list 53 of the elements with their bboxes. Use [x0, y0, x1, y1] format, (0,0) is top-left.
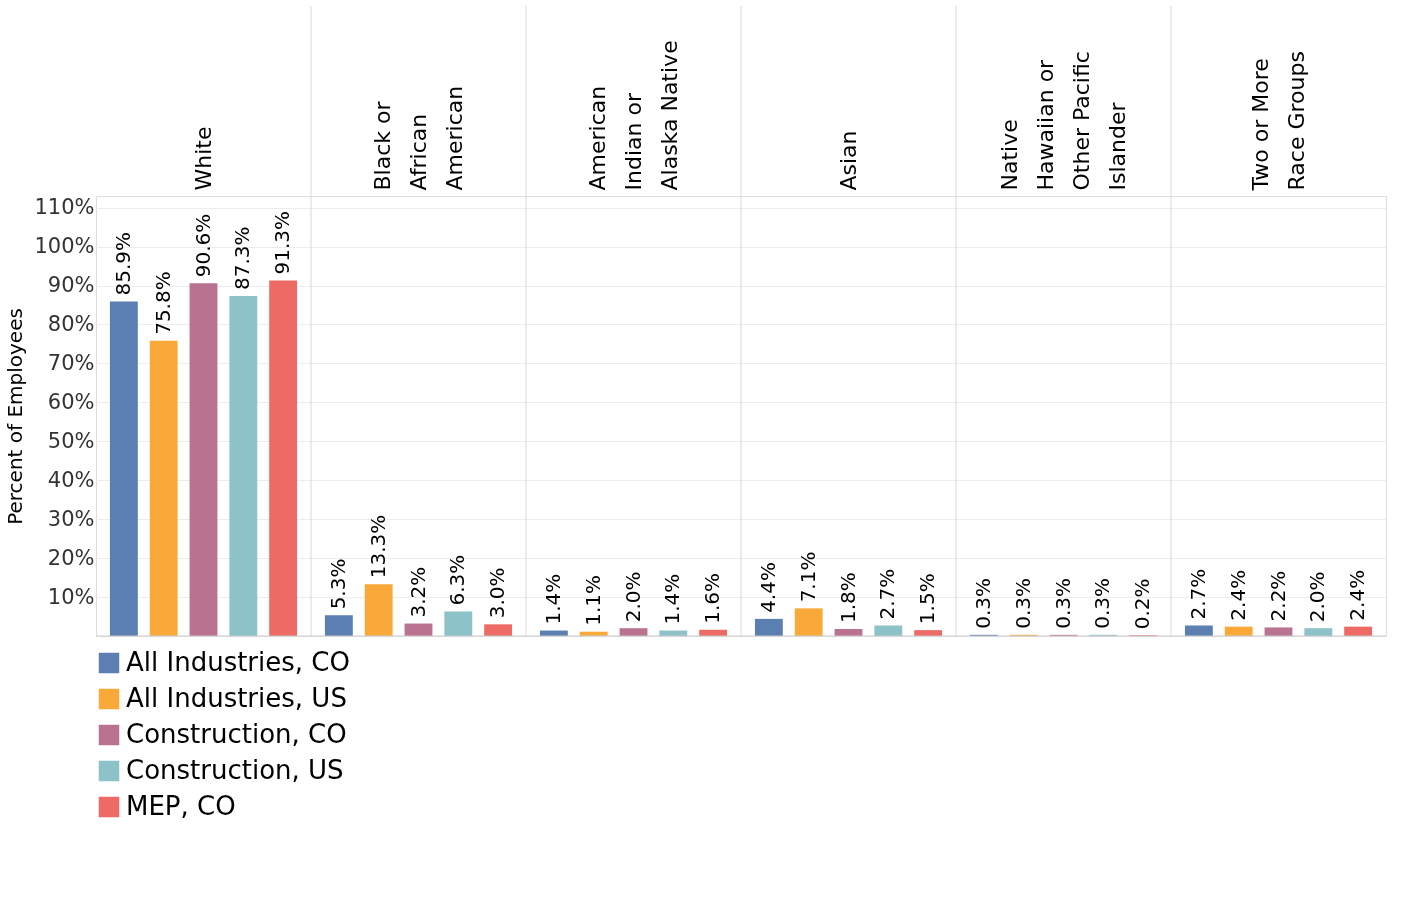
- y-tick-label: 80%: [47, 312, 95, 336]
- data-label: 87.3%: [230, 226, 255, 291]
- data-label: 2.4%: [1225, 569, 1250, 621]
- data-label: 0.3%: [1090, 578, 1115, 629]
- legend-label: Construction, CO: [126, 719, 347, 749]
- y-tick-label: 10%: [47, 584, 95, 609]
- y-tick-label: 70%: [47, 350, 95, 375]
- data-label: 6.3%: [445, 554, 470, 606]
- y-tick-label: 110%: [34, 195, 95, 220]
- data-label: 13.3%: [365, 514, 390, 579]
- x-tick-label: White: [190, 126, 216, 191]
- data-label: 4.4%: [755, 562, 780, 613]
- data-label: 2.0%: [1305, 571, 1330, 623]
- data-label: 75.8%: [150, 271, 175, 335]
- data-label: 91.3%: [270, 210, 295, 275]
- x-tick-label: Black or African American: [369, 85, 467, 191]
- y-tick-label: 100%: [34, 234, 95, 259]
- data-label: 0.3%: [970, 578, 995, 629]
- data-label: 1.8%: [835, 572, 860, 623]
- y-tick-label: 60%: [47, 389, 95, 414]
- data-label: 1.5%: [915, 573, 940, 625]
- y-tick-label: 50%: [47, 428, 95, 453]
- x-tick-label: Asian: [835, 130, 861, 191]
- data-label: 7.1%: [795, 551, 820, 603]
- data-label: 5.3%: [325, 558, 350, 610]
- data-label: 2.4%: [1345, 569, 1370, 621]
- data-label: 0.2%: [1130, 578, 1155, 630]
- data-label: 90.6%: [190, 213, 215, 278]
- legend-label: MEP, CO: [126, 791, 236, 821]
- x-tick-label: American Indian or Alaska Native: [584, 40, 682, 191]
- y-tick-label: 30%: [47, 506, 95, 531]
- y-tick-label: 40%: [47, 467, 95, 492]
- data-label: 3.2%: [405, 566, 430, 618]
- legend-label: Construction, US: [126, 755, 344, 785]
- x-tick-label: Two or More Race Groups: [1247, 51, 1309, 192]
- data-label: 2.0%: [620, 571, 645, 623]
- legend-label: All Industries, CO: [126, 647, 350, 677]
- data-label: 3.0%: [485, 567, 510, 619]
- x-tick-label: Native Hawaiian or Other Pacific Islander: [996, 51, 1130, 191]
- data-label: 0.3%: [1010, 578, 1035, 629]
- data-label: 2.2%: [1265, 570, 1290, 622]
- data-label: 0.3%: [1050, 578, 1075, 629]
- data-label: 2.7%: [875, 568, 900, 620]
- data-label: 2.7%: [1185, 568, 1210, 620]
- data-label: 1.1%: [580, 574, 605, 626]
- legend-label: All Industries, US: [126, 683, 347, 713]
- data-label: 1.4%: [540, 573, 565, 625]
- y-axis-title: Percent of Employees: [3, 308, 28, 525]
- y-tick-label: 90%: [47, 273, 95, 298]
- y-tick-label: 20%: [47, 545, 95, 570]
- data-label: 1.4%: [660, 573, 685, 625]
- data-label: 85.9%: [110, 231, 135, 296]
- data-label: 1.6%: [700, 572, 725, 624]
